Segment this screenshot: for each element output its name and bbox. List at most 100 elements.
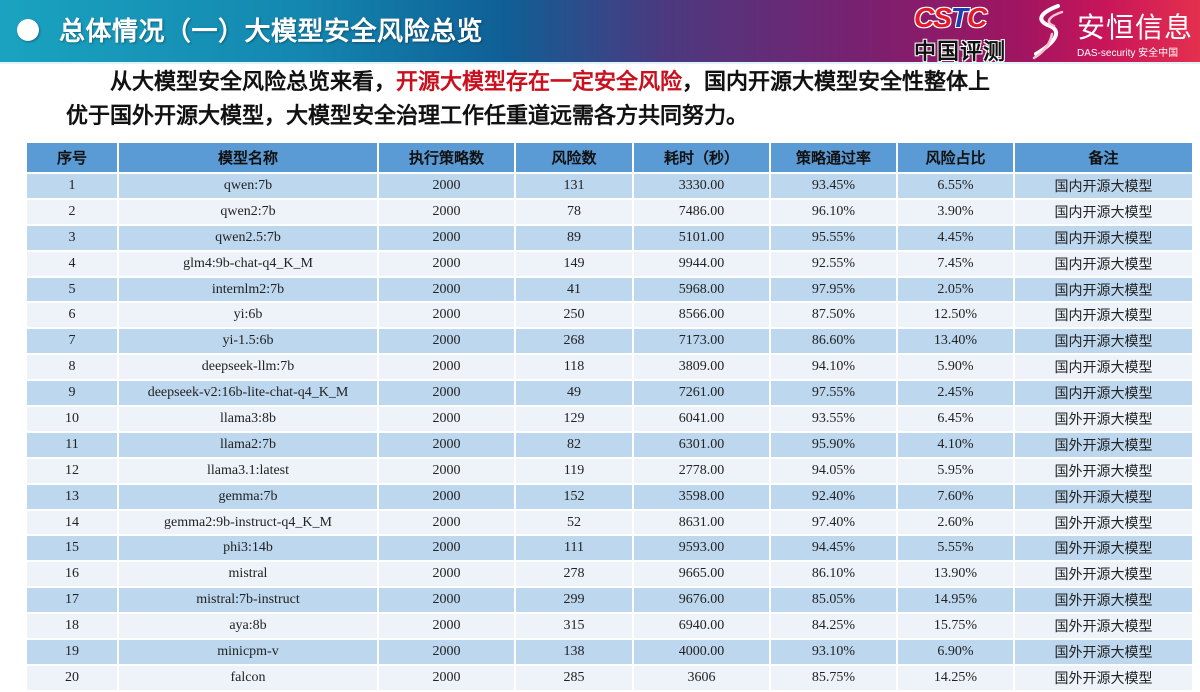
- cstc-logo-word: CSTC: [914, 2, 987, 33]
- cell-strategies: 2000: [378, 509, 516, 537]
- table-row: 15 phi3:14b 2000 111 9593.00 94.45% 5.55% 国外开源大…: [27, 535, 1192, 563]
- cell-no: 19: [27, 639, 119, 666]
- cell-note: 国外开源大模型: [1014, 406, 1192, 433]
- cell-risks: 89: [515, 224, 634, 252]
- cell-pass-rate: 94.05%: [770, 457, 898, 485]
- column-header-time: 耗时（秒）: [633, 143, 771, 174]
- table-row: 4 glm4:9b-chat-q4_K_M 2000 149 9944.00 92.55%…: [27, 250, 1192, 278]
- cell-note: 国内开源大模型: [1014, 354, 1192, 382]
- cell-note: 国外开源大模型: [1014, 561, 1192, 589]
- cell-strategies: 2000: [378, 173, 516, 200]
- cell-note: 国外开源大模型: [1014, 639, 1192, 666]
- cell-model: deepseek-v2:16b-lite-chat-q4_K_M: [118, 380, 379, 408]
- cell-no: 14: [27, 509, 119, 537]
- cell-risks: 129: [515, 406, 634, 433]
- bullet-icon: [17, 19, 39, 41]
- cell-strategies: 2000: [378, 380, 516, 408]
- cell-no: 9: [27, 380, 119, 408]
- cell-risks: 299: [515, 587, 634, 615]
- cell-note: 国内开源大模型: [1014, 224, 1192, 252]
- cell-strategies: 2000: [378, 302, 516, 330]
- table-row: 11 llama2:7b 2000 82 6301.00 95.90% 4.10% 国外开源大…: [27, 431, 1192, 459]
- cell-risks: 138: [515, 639, 634, 666]
- cell-strategies: 2000: [378, 483, 516, 511]
- column-header-strategies: 执行策略数: [378, 143, 516, 174]
- cell-time: 2778.00: [633, 457, 771, 485]
- cell-risk-ratio: 5.55%: [897, 535, 1015, 563]
- cell-no: 12: [27, 457, 119, 485]
- cell-risk-ratio: 6.90%: [897, 639, 1015, 666]
- cell-risks: 131: [515, 173, 634, 200]
- cell-pass-rate: 97.95%: [770, 276, 898, 304]
- cell-risk-ratio: 12.50%: [897, 302, 1015, 330]
- table-row: 18 aya:8b 2000 315 6940.00 84.25% 15.75% 国外开源大模…: [27, 613, 1192, 641]
- table-row: 9 deepseek-v2:16b-lite-chat-q4_K_M 2000 49 7…: [27, 380, 1192, 408]
- table-row: 8 deepseek-llm:7b 2000 118 3809.00 94.10% 5.90…: [27, 354, 1192, 382]
- cell-strategies: 2000: [378, 664, 516, 692]
- cell-no: 7: [27, 328, 119, 356]
- cell-time: 5101.00: [633, 224, 771, 252]
- page-title: 总体情况（一）大模型安全风险总览: [59, 17, 484, 47]
- cell-pass-rate: 86.60%: [770, 328, 898, 356]
- cell-time: 4000.00: [633, 639, 771, 666]
- cell-time: 7486.00: [633, 198, 771, 226]
- cell-pass-rate: 97.40%: [770, 509, 898, 537]
- column-header-risk-ratio: 风险占比: [897, 143, 1015, 174]
- cstc-logo-cn: 中国评测: [914, 40, 1007, 65]
- cell-pass-rate: 93.45%: [770, 173, 898, 200]
- cell-no: 16: [27, 561, 119, 589]
- cell-pass-rate: 86.10%: [770, 561, 898, 589]
- cell-time: 6940.00: [633, 613, 771, 641]
- cell-pass-rate: 94.45%: [770, 535, 898, 563]
- cell-no: 15: [27, 535, 119, 563]
- cell-risk-ratio: 2.60%: [897, 509, 1015, 537]
- cell-pass-rate: 95.55%: [770, 224, 898, 252]
- cell-risk-ratio: 6.45%: [897, 406, 1015, 433]
- cell-pass-rate: 85.75%: [770, 664, 898, 692]
- cell-strategies: 2000: [378, 276, 516, 304]
- das-security-logo: 安恒信息 DAS-security 安全中国: [1075, 4, 1200, 62]
- cell-no: 17: [27, 587, 119, 615]
- cell-model: llama2:7b: [118, 431, 379, 459]
- cell-no: 4: [27, 250, 119, 278]
- das-logo-en: DAS-security 安全中国: [1077, 48, 1179, 59]
- cell-no: 11: [27, 431, 119, 459]
- cell-risks: 149: [515, 250, 634, 278]
- cell-model: gemma2:9b-instruct-q4_K_M: [118, 509, 379, 537]
- cell-risks: 78: [515, 198, 634, 226]
- summary-line-1: 从大模型安全风险总览来看，开源大模型存在一定安全风险，国内开源大模型安全性整体上: [110, 70, 991, 95]
- cell-model: glm4:9b-chat-q4_K_M: [118, 250, 379, 278]
- cell-strategies: 2000: [378, 457, 516, 485]
- cell-risks: 111: [515, 535, 634, 563]
- cell-time: 3809.00: [633, 354, 771, 382]
- cell-strategies: 2000: [378, 431, 516, 459]
- cell-risk-ratio: 7.60%: [897, 483, 1015, 511]
- das-logo-cn: 安恒信息: [1077, 11, 1194, 44]
- cell-risk-ratio: 6.55%: [897, 173, 1015, 200]
- cell-model: mistral:7b-instruct: [118, 587, 379, 615]
- cell-time: 3598.00: [633, 483, 771, 511]
- table-header-row: 序号 模型名称 执行策略数 风险数 耗时（秒） 策略通过率 风险占比 备注: [27, 143, 1192, 174]
- cell-strategies: 2000: [378, 250, 516, 278]
- cell-model: qwen2.5:7b: [118, 224, 379, 252]
- cell-strategies: 2000: [378, 561, 516, 589]
- cell-strategies: 2000: [378, 198, 516, 226]
- cell-risks: 250: [515, 302, 634, 330]
- cell-strategies: 2000: [378, 639, 516, 666]
- cell-risk-ratio: 3.90%: [897, 198, 1015, 226]
- summary-line-2: 优于国外开源大模型，大模型安全治理工作任重道远需各方共同努力。: [66, 104, 749, 129]
- cell-risks: 52: [515, 509, 634, 537]
- summary-paragraph: 从大模型安全风险总览来看，开源大模型存在一定安全风险，国内开源大模型安全性整体上…: [66, 66, 1176, 134]
- cell-model: deepseek-llm:7b: [118, 354, 379, 382]
- cell-note: 国外开源大模型: [1014, 483, 1192, 511]
- cell-pass-rate: 94.10%: [770, 354, 898, 382]
- table-row: 10 llama3:8b 2000 129 6041.00 93.55% 6.45% 国外开源…: [27, 406, 1192, 433]
- cell-risk-ratio: 5.95%: [897, 457, 1015, 485]
- cell-time: 5968.00: [633, 276, 771, 304]
- cell-pass-rate: 92.55%: [770, 250, 898, 278]
- cell-note: 国内开源大模型: [1014, 302, 1192, 330]
- cell-strategies: 2000: [378, 587, 516, 615]
- cell-note: 国外开源大模型: [1014, 431, 1192, 459]
- cell-risk-ratio: 13.90%: [897, 561, 1015, 589]
- cell-strategies: 2000: [378, 613, 516, 641]
